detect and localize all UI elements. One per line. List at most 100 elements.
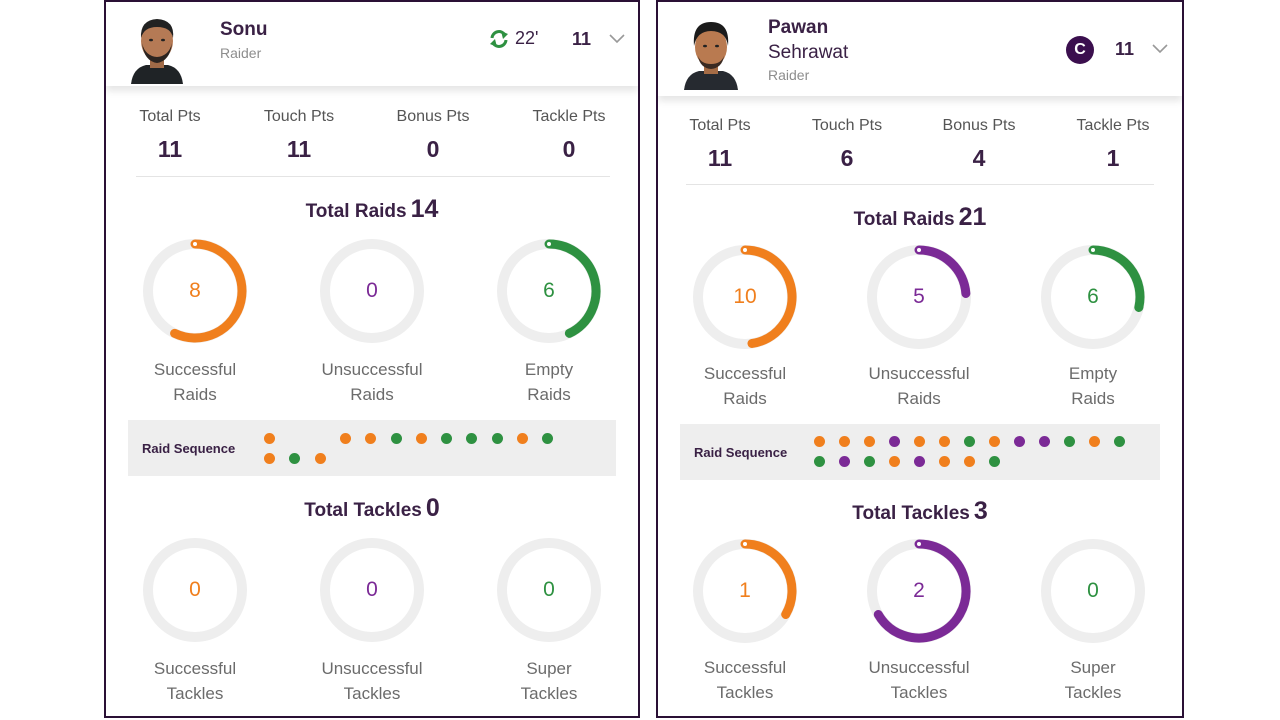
player-first-name: Pawan [768,17,829,38]
stat-value-bonus: 0 [426,136,440,162]
successful-raids-arc [740,245,797,348]
raid-sequence-label: Raid Sequence [694,445,788,460]
super-tackles-label: Super Tackles [520,659,578,703]
substitution-icon [490,30,508,48]
empty-raid-dot [466,433,478,444]
successful-tackles-value: 0 [189,578,201,601]
successful-raid-dot [889,456,900,467]
player-card-sonu: Sonu Raider 22' 11 Total Pts Touch Pts B… [104,0,640,718]
successful-tackles-arc [740,539,797,619]
successful-raid-dot [839,436,850,447]
successful-raid-dot [814,436,825,447]
successful-tackles-value: 1 [739,579,751,602]
total-raids-title: Total Raids 21 [658,203,1182,232]
unsuccessful-raids-arc [914,245,971,298]
player-card-pawan-sehrawat: Pawan Sehrawat Raider C 11 Total Pts Tou… [656,0,1184,718]
raid-sequence-label: Raid Sequence [142,441,236,456]
successful-raids-ring [693,245,797,349]
total-tackles-value: 0 [425,494,440,522]
empty-raid-dot [542,433,554,444]
stat-value-touch: 11 [286,136,312,162]
successful-tackles-label: Successful Tackles [703,658,787,702]
successful-tackles-label: Successful Tackles [153,659,237,703]
arc-tip-dot [547,242,551,246]
arc-tip-dot [743,248,747,252]
unsuccessful-raids-value: 0 [366,279,378,302]
successful-raids-arc [170,239,247,343]
player-header[interactable]: Sonu Raider 22' 11 [106,0,638,86]
empty-raid-dot [864,456,875,467]
substitution-time: 22' [515,28,539,48]
empty-raid-dot [964,436,975,447]
super-tackles-ring [1041,539,1145,643]
unsuccessful-raid-dot [889,436,900,447]
super-tackles-label: Super Tackles [1064,658,1122,702]
arc-tip-dot [917,542,921,546]
empty-raid-dot [989,456,1000,467]
arc-tip-dot [193,242,197,246]
successful-raid-dot [365,433,377,444]
chevron-down-icon[interactable] [1152,44,1168,54]
stat-value-touch: 6 [840,145,854,171]
empty-raid-dot [289,453,301,464]
player-role: Raider [768,67,810,83]
empty-raids-ring [1041,245,1145,349]
stat-header-tackle: Tackle Pts [532,108,606,125]
unsuccessful-raids-ring [320,239,424,343]
successful-raid-dot [939,456,950,467]
total-raids-title: Total Raids 14 [106,195,638,224]
total-tackles-label: Total Tackles [304,500,422,521]
unsuccessful-raid-dot [1039,436,1050,447]
divider [686,184,1154,185]
super-tackles-value: 0 [543,578,555,601]
captain-badge: C [1066,36,1094,64]
stat-header-bonus: Bonus Pts [396,108,470,125]
unsuccessful-tackles-value: 0 [366,578,378,601]
super-tackles-ring [497,538,601,642]
divider [136,176,610,177]
unsuccessful-raid-dot [914,456,925,467]
super-tackles-value: 0 [1087,579,1099,602]
empty-raids-ring [497,239,601,343]
stat-header-touch: Touch Pts [263,108,335,125]
player-name: Sonu [220,19,268,40]
stat-value-bonus: 4 [972,145,986,171]
successful-tackles-ring [693,539,797,643]
empty-raids-label: Empty Raids [524,360,574,404]
chevron-down-icon[interactable] [609,34,625,44]
empty-raid-dot [1114,436,1125,447]
player-last-name: Sehrawat [768,42,849,63]
successful-raids-label: Successful Raids [703,364,787,408]
arc-tip-dot [1091,248,1095,252]
player-avatar [684,22,738,90]
arc-tip-dot [917,248,921,252]
successful-raid-dot [415,433,427,444]
successful-raid-dot [339,433,351,444]
unsuccessful-tackles-arc [873,539,971,643]
stat-header-total: Total Pts [139,108,201,125]
successful-raid-dot [264,433,275,444]
empty-raid-dot [1064,436,1075,447]
player-avatar [131,19,183,84]
player-header[interactable]: Pawan Sehrawat Raider C 11 [658,0,1182,96]
empty-raid-dot [390,433,402,444]
stat-header-total: Total Pts [689,117,751,134]
unsuccessful-tackles-ring [320,538,424,642]
stat-value-tackle: 1 [1106,145,1120,171]
unsuccessful-tackles-value: 2 [913,579,925,602]
total-tackles-value: 3 [973,497,988,525]
successful-raid-dot [264,453,275,464]
empty-raids-arc [544,239,601,338]
successful-raid-dot [1089,436,1100,447]
empty-raid-dot [441,433,453,444]
unsuccessful-raids-label: Unsuccessful Raids [868,364,970,408]
successful-raid-dot [964,456,975,467]
unsuccessful-raid-dot [839,456,850,467]
unsuccessful-raids-value: 5 [913,285,925,308]
total-tackles-title: Total Tackles 3 [658,497,1182,526]
total-raids-label: Total Raids [853,209,955,230]
unsuccessful-raids-label: Unsuccessful Raids [321,360,423,404]
total-raids-label: Total Raids [305,201,407,222]
empty-raid-dot [491,433,503,444]
arc-tip-dot [743,542,747,546]
